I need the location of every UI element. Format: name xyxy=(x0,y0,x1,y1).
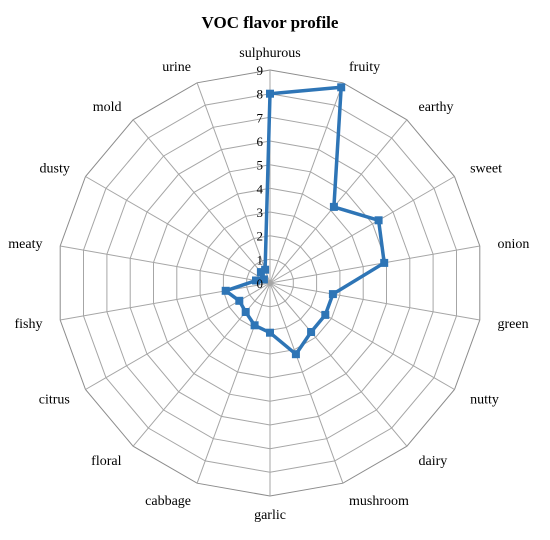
axis-label-dairy: dairy xyxy=(419,454,448,469)
axis-label-meaty: meaty xyxy=(8,237,42,252)
axis-label-nutty: nutty xyxy=(470,393,499,408)
data-point-garlic xyxy=(266,328,274,337)
axis-label-floral: floral xyxy=(91,454,121,469)
axis-label-fruity: fruity xyxy=(349,60,380,75)
spoke-mushroom xyxy=(269,282,344,484)
data-point-nutty xyxy=(321,310,330,319)
tick-label-8: 8 xyxy=(257,87,264,102)
data-point-dairy xyxy=(307,328,316,336)
tick-label-0: 0 xyxy=(257,276,264,291)
spoke-meaty xyxy=(60,245,271,284)
data-point-sulphurous xyxy=(266,89,274,98)
spoke-cabbage xyxy=(196,282,271,484)
axis-label-cabbage: cabbage xyxy=(145,494,191,509)
axis-label-fishy: fishy xyxy=(15,317,43,332)
axis-label-mushroom: mushroom xyxy=(349,494,409,509)
chart-title: VOC flavor profile xyxy=(202,13,339,32)
data-point-dusty xyxy=(259,275,268,284)
tick-label-6: 6 xyxy=(257,134,264,149)
data-point-onion xyxy=(380,258,389,267)
tick-label-4: 4 xyxy=(257,181,264,196)
tick-label-1: 1 xyxy=(257,252,264,267)
data-point-sweet xyxy=(374,216,383,225)
spoke-mold xyxy=(132,119,271,284)
data-point-citrus xyxy=(235,296,244,305)
spoke-dusty xyxy=(85,176,271,284)
tick-label-3: 3 xyxy=(257,205,264,220)
spoke-nutty xyxy=(269,282,455,390)
axis-label-onion: onion xyxy=(498,237,530,252)
spoke-green xyxy=(269,282,480,321)
data-point-earthy xyxy=(329,202,338,211)
spoke-fruity xyxy=(269,82,344,284)
axis-label-mold: mold xyxy=(93,100,122,115)
axis-label-sweet: sweet xyxy=(470,162,502,177)
data-point-fruity xyxy=(337,83,346,92)
axis-labels: sulphurous fruity earthy sweet onion green nut… xyxy=(8,46,529,523)
axis-label-urine: urine xyxy=(162,60,191,75)
spoke-onion xyxy=(269,245,480,284)
data-point-fishy xyxy=(221,286,230,295)
spoke-urine xyxy=(196,82,271,284)
tick-label-7: 7 xyxy=(257,110,264,125)
spoke-sweet xyxy=(269,176,455,284)
tick-label-9: 9 xyxy=(257,63,264,78)
axis-label-green: green xyxy=(498,317,529,332)
axis-label-citrus: citrus xyxy=(39,393,70,408)
data-point-green xyxy=(328,290,337,299)
axis-label-dusty: dusty xyxy=(40,162,70,177)
data-point-urine xyxy=(261,265,270,274)
spoke-earthy xyxy=(269,119,408,284)
radial-tick-labels: 0 1 2 3 4 5 6 7 8 9 xyxy=(257,63,264,291)
data-point-meaty xyxy=(252,276,260,285)
data-point-mold xyxy=(256,268,265,277)
radar-series-layer xyxy=(221,83,389,359)
axis-label-earthy: earthy xyxy=(419,100,454,115)
axis-label-sulphurous: sulphurous xyxy=(239,46,300,61)
spoke-dairy xyxy=(269,282,408,447)
axis-label-garlic: garlic xyxy=(254,508,286,523)
data-point-cabbage xyxy=(250,321,259,330)
data-point-mushroom xyxy=(291,350,300,359)
radar-grid xyxy=(59,69,481,497)
data-point-floral xyxy=(241,308,250,316)
tick-label-5: 5 xyxy=(257,158,264,173)
tick-label-2: 2 xyxy=(257,229,264,244)
